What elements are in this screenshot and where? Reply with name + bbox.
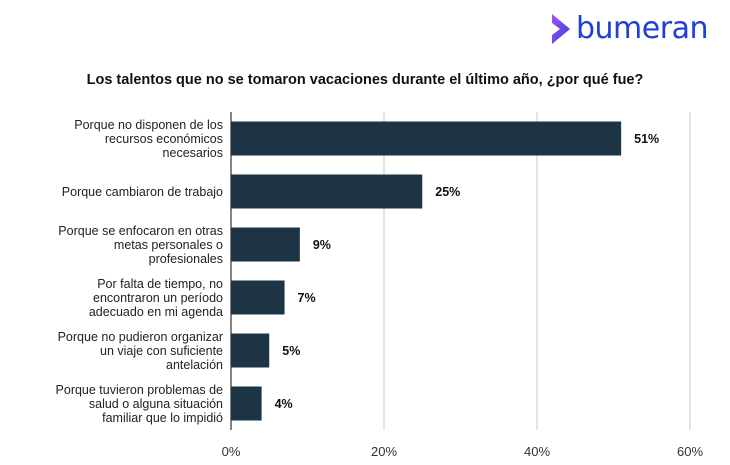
category-label-line: Porque tuvieron problemas de [55, 382, 223, 397]
category-label-line: Porque cambiaron de trabajo [61, 184, 223, 199]
data-label: 9% [313, 238, 331, 252]
category-label-line: un viaje con suficiente [100, 343, 223, 358]
category-label-line: antelación [166, 357, 223, 372]
bar [231, 386, 262, 421]
bar [231, 333, 270, 368]
category-label-line: profesionales [148, 251, 223, 266]
category-label-line: Porque no pudieron organizar [57, 329, 223, 344]
x-tick-label: 40% [524, 444, 550, 459]
bar [231, 174, 423, 209]
data-label: 5% [282, 344, 300, 358]
category-label-line: encontraron un período [93, 290, 223, 305]
chevron-right-icon [552, 14, 570, 44]
category-label: Por falta de tiempo, no encontraron un pe… [27, 277, 223, 319]
x-tick-label: 20% [371, 444, 397, 459]
category-label: Porque se enfocaron en otras metas person… [27, 224, 223, 266]
brand-name: bumeran [576, 11, 708, 46]
data-label: 4% [275, 397, 293, 411]
category-label-line: familiar que lo impidió [102, 410, 223, 425]
category-label-line: recursos económicos [104, 131, 223, 146]
category-label: Porque tuvieron problemas de salud o algu… [27, 383, 223, 425]
category-label: Porque no disponen de los recursos económ… [27, 118, 223, 160]
category-label: Porque cambiaron de trabajo [27, 185, 223, 199]
brand-logo: bumeran [548, 8, 708, 50]
chart-title: Los talentos que no se tomaron vacacione… [86, 72, 644, 88]
data-label: 25% [435, 185, 460, 199]
x-tick-label: 60% [677, 444, 703, 459]
category-label-line: adecuado en mi agenda [88, 304, 223, 319]
category-label-line: Porque se enfocaron en otras [58, 223, 223, 238]
x-tick-label: 0% [222, 444, 241, 459]
category-label-line: necesarios [162, 145, 223, 160]
bar [231, 121, 622, 156]
category-label-line: Por falta de tiempo, no [97, 276, 223, 291]
category-label-line: Porque no disponen de los [74, 117, 223, 132]
category-label-line: metas personales o [113, 237, 223, 252]
data-label: 51% [634, 132, 659, 146]
data-label: 7% [298, 291, 316, 305]
bar [231, 280, 285, 315]
category-label-line: salud o alguna situación [88, 396, 223, 411]
category-label: Porque no pudieron organizar un viaje con… [27, 330, 223, 372]
bar [231, 227, 300, 262]
